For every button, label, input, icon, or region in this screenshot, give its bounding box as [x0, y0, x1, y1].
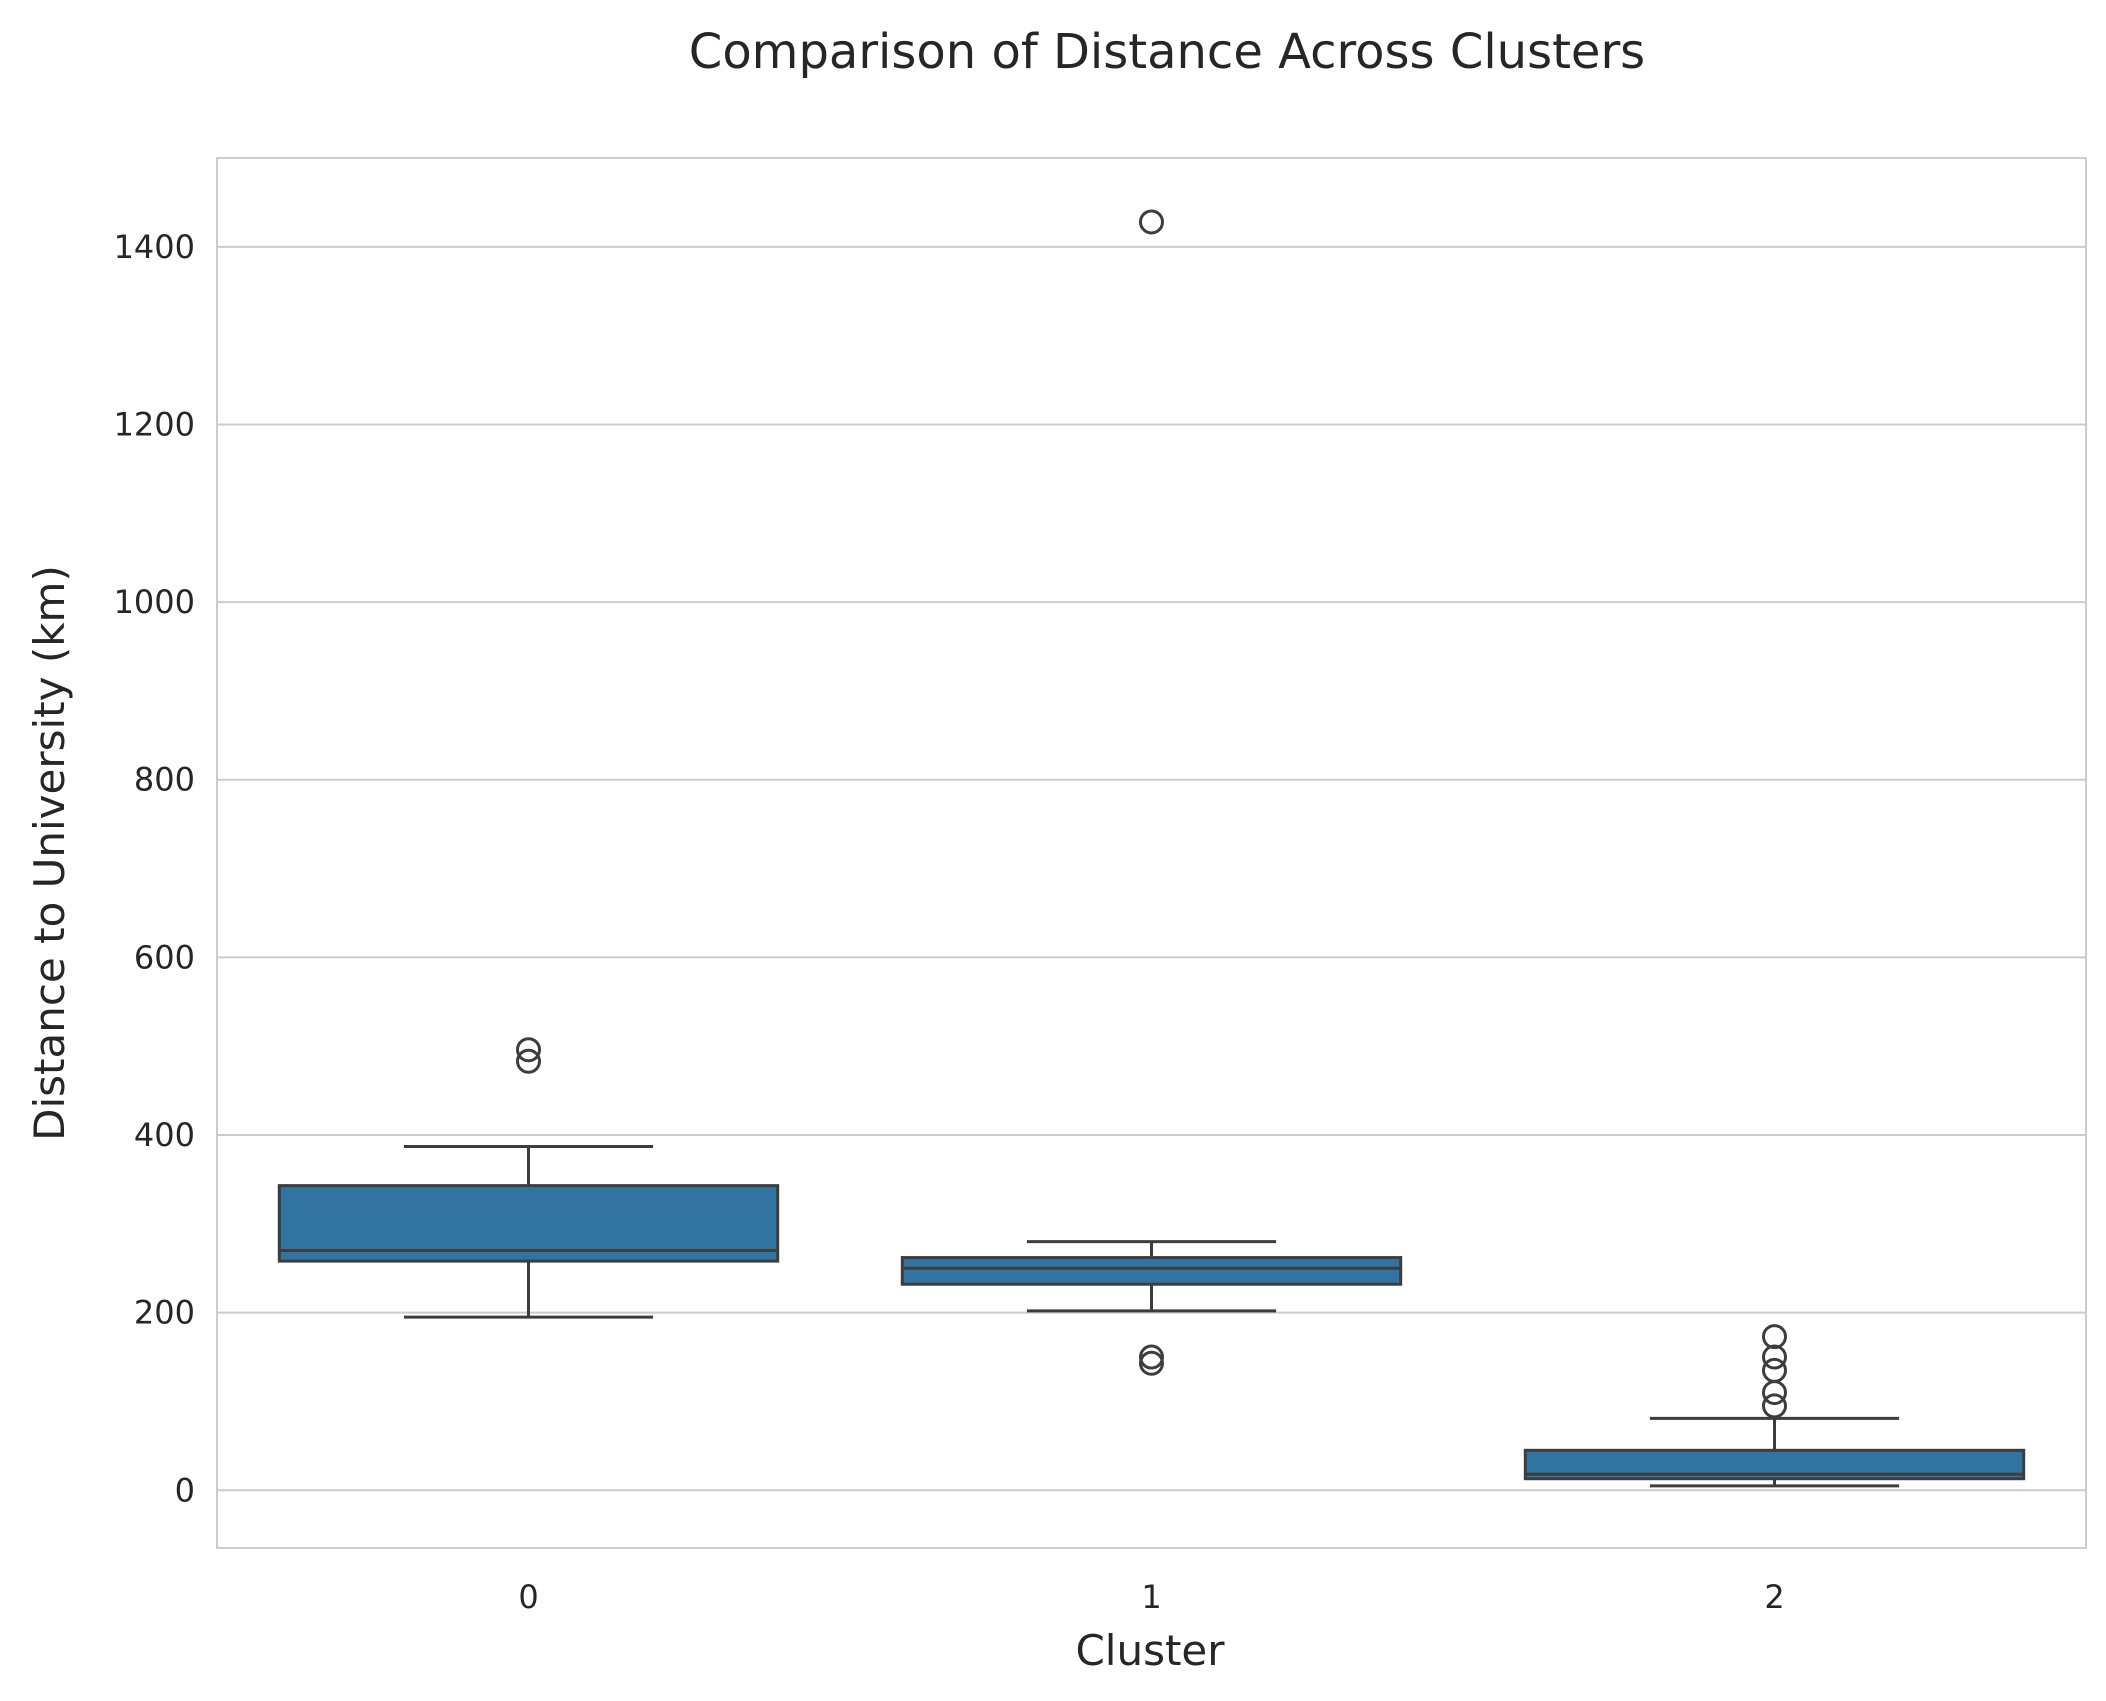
y-tick-label-0: 0: [175, 1471, 195, 1509]
x-tick-label-1: 1: [1141, 1578, 1161, 1616]
box-cluster-2: [1523, 1324, 2026, 1488]
x-axis-label: Cluster: [1075, 1626, 1225, 1675]
outlier-point-2: [1762, 1357, 1787, 1383]
y-tick-label-800: 800: [134, 761, 195, 799]
iqr-box: [277, 1184, 780, 1263]
outlier-point-1: [516, 1037, 541, 1063]
outlier-point-0: [516, 1048, 541, 1074]
y-tick-label-200: 200: [134, 1294, 195, 1332]
outlier-point-0: [1139, 1350, 1164, 1376]
y-tick-labels: 0 200 400 600 800 1000 1200 1400: [114, 228, 195, 1509]
x-tick-label-0: 0: [518, 1578, 538, 1616]
x-tick-labels: 0 1 2: [518, 1578, 1784, 1616]
outlier-point-2: [1139, 209, 1164, 235]
y-tick-label-600: 600: [134, 938, 195, 976]
y-tick-label-1200: 1200: [114, 405, 195, 443]
y-tick-label-1400: 1400: [114, 228, 195, 266]
plot-frame: [216, 157, 2087, 1549]
box-cluster-1: [900, 209, 1403, 1376]
outlier-point-1: [1762, 1380, 1787, 1406]
outlier-point-1: [1139, 1344, 1164, 1370]
box-cluster-0: [277, 1037, 780, 1319]
y-axis-label: Distance to University (km): [25, 565, 74, 1141]
y-tick-label-1000: 1000: [114, 583, 195, 621]
iqr-box: [900, 1256, 1403, 1286]
boxes: [277, 209, 2026, 1488]
outlier-point-0: [1762, 1393, 1787, 1419]
outlier-point-3: [1762, 1344, 1787, 1370]
x-tick-label-2: 2: [1764, 1578, 1784, 1616]
outlier-point-4: [1762, 1324, 1787, 1350]
chart-title: Comparison of Distance Across Clusters: [689, 24, 1645, 80]
y-tick-label-400: 400: [134, 1116, 195, 1154]
